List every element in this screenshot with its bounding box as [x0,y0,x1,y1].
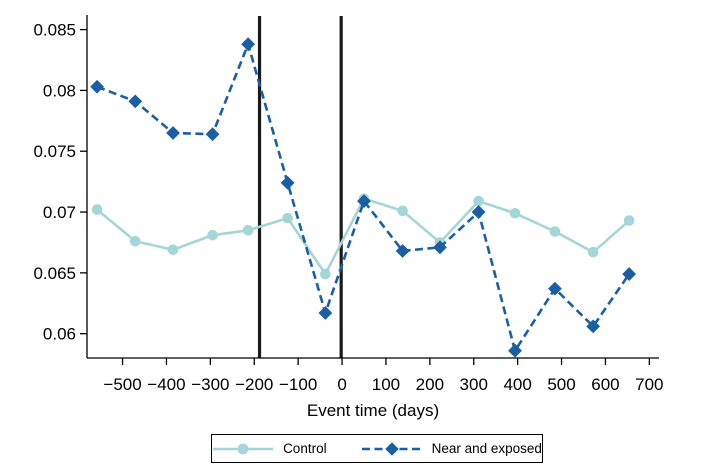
x-tick-label: 200 [416,375,444,394]
near_exposed-marker [205,127,220,142]
legend-item-control: Control [212,441,327,456]
near_exposed-marker [586,319,601,334]
control-line [96,197,631,276]
control-marker [167,244,179,256]
near_exposed-marker [548,281,562,296]
x-tick-label: 400 [503,375,531,394]
x-axis-title: Event time (days) [306,401,440,420]
x-tick-label: −100 [279,375,317,394]
control-marker [473,195,484,207]
x-tick-label: −400 [147,375,185,394]
legend-item-near-and-exposed: Near and exposed [361,441,542,456]
near_exposed-marker [90,79,104,94]
x-tick-label: −200 [235,375,273,394]
near_exposed-marker [166,126,180,140]
near_exposed-marker [318,306,333,320]
near_exposed-marker [280,175,295,190]
x-tick-label: −500 [103,375,141,394]
control-marker [282,212,293,224]
legend: Control Near and exposed [211,434,543,463]
diamond-marker-icon [361,441,422,456]
legend-label-near-and-exposed: Near and exposed [431,441,542,456]
control-marker [397,205,408,217]
circle-marker-icon [213,443,274,454]
control-marker [549,226,561,237]
x-tick-label: 700 [635,375,663,394]
near_exposed-marker [471,205,486,219]
control-marker [320,268,331,280]
near_exposed-marker [622,267,637,281]
near_exposed-marker [357,194,371,208]
control-marker [623,215,635,226]
near_exposed-marker [128,94,143,109]
near_exposed-marker [241,37,256,52]
control-marker [242,224,254,236]
y-tick-label: 0.085 [33,21,76,40]
control-marker [587,246,599,258]
control-marker [91,204,103,215]
y-tick-label: 0.06 [43,325,76,344]
control-marker [207,229,218,241]
y-tick-label: 0.08 [43,81,76,100]
x-tick-label: 600 [591,375,619,394]
legend-label-control: Control [283,441,327,456]
x-tick-label: 0 [337,375,346,394]
x-tick-label: 300 [460,375,488,394]
near_exposed-marker [433,240,447,255]
control-marker [509,207,521,219]
x-tick-label: 100 [372,375,400,394]
near_exposed-marker [395,244,410,258]
x-tick-label: −300 [191,375,229,394]
y-tick-label: 0.065 [33,264,76,283]
y-tick-label: 0.075 [33,142,76,161]
y-tick-label: 0.07 [43,203,76,222]
x-tick-label: 500 [547,375,575,394]
control-marker [129,235,141,247]
near_exposed-marker [508,343,522,358]
near_exposed-line [96,42,631,353]
